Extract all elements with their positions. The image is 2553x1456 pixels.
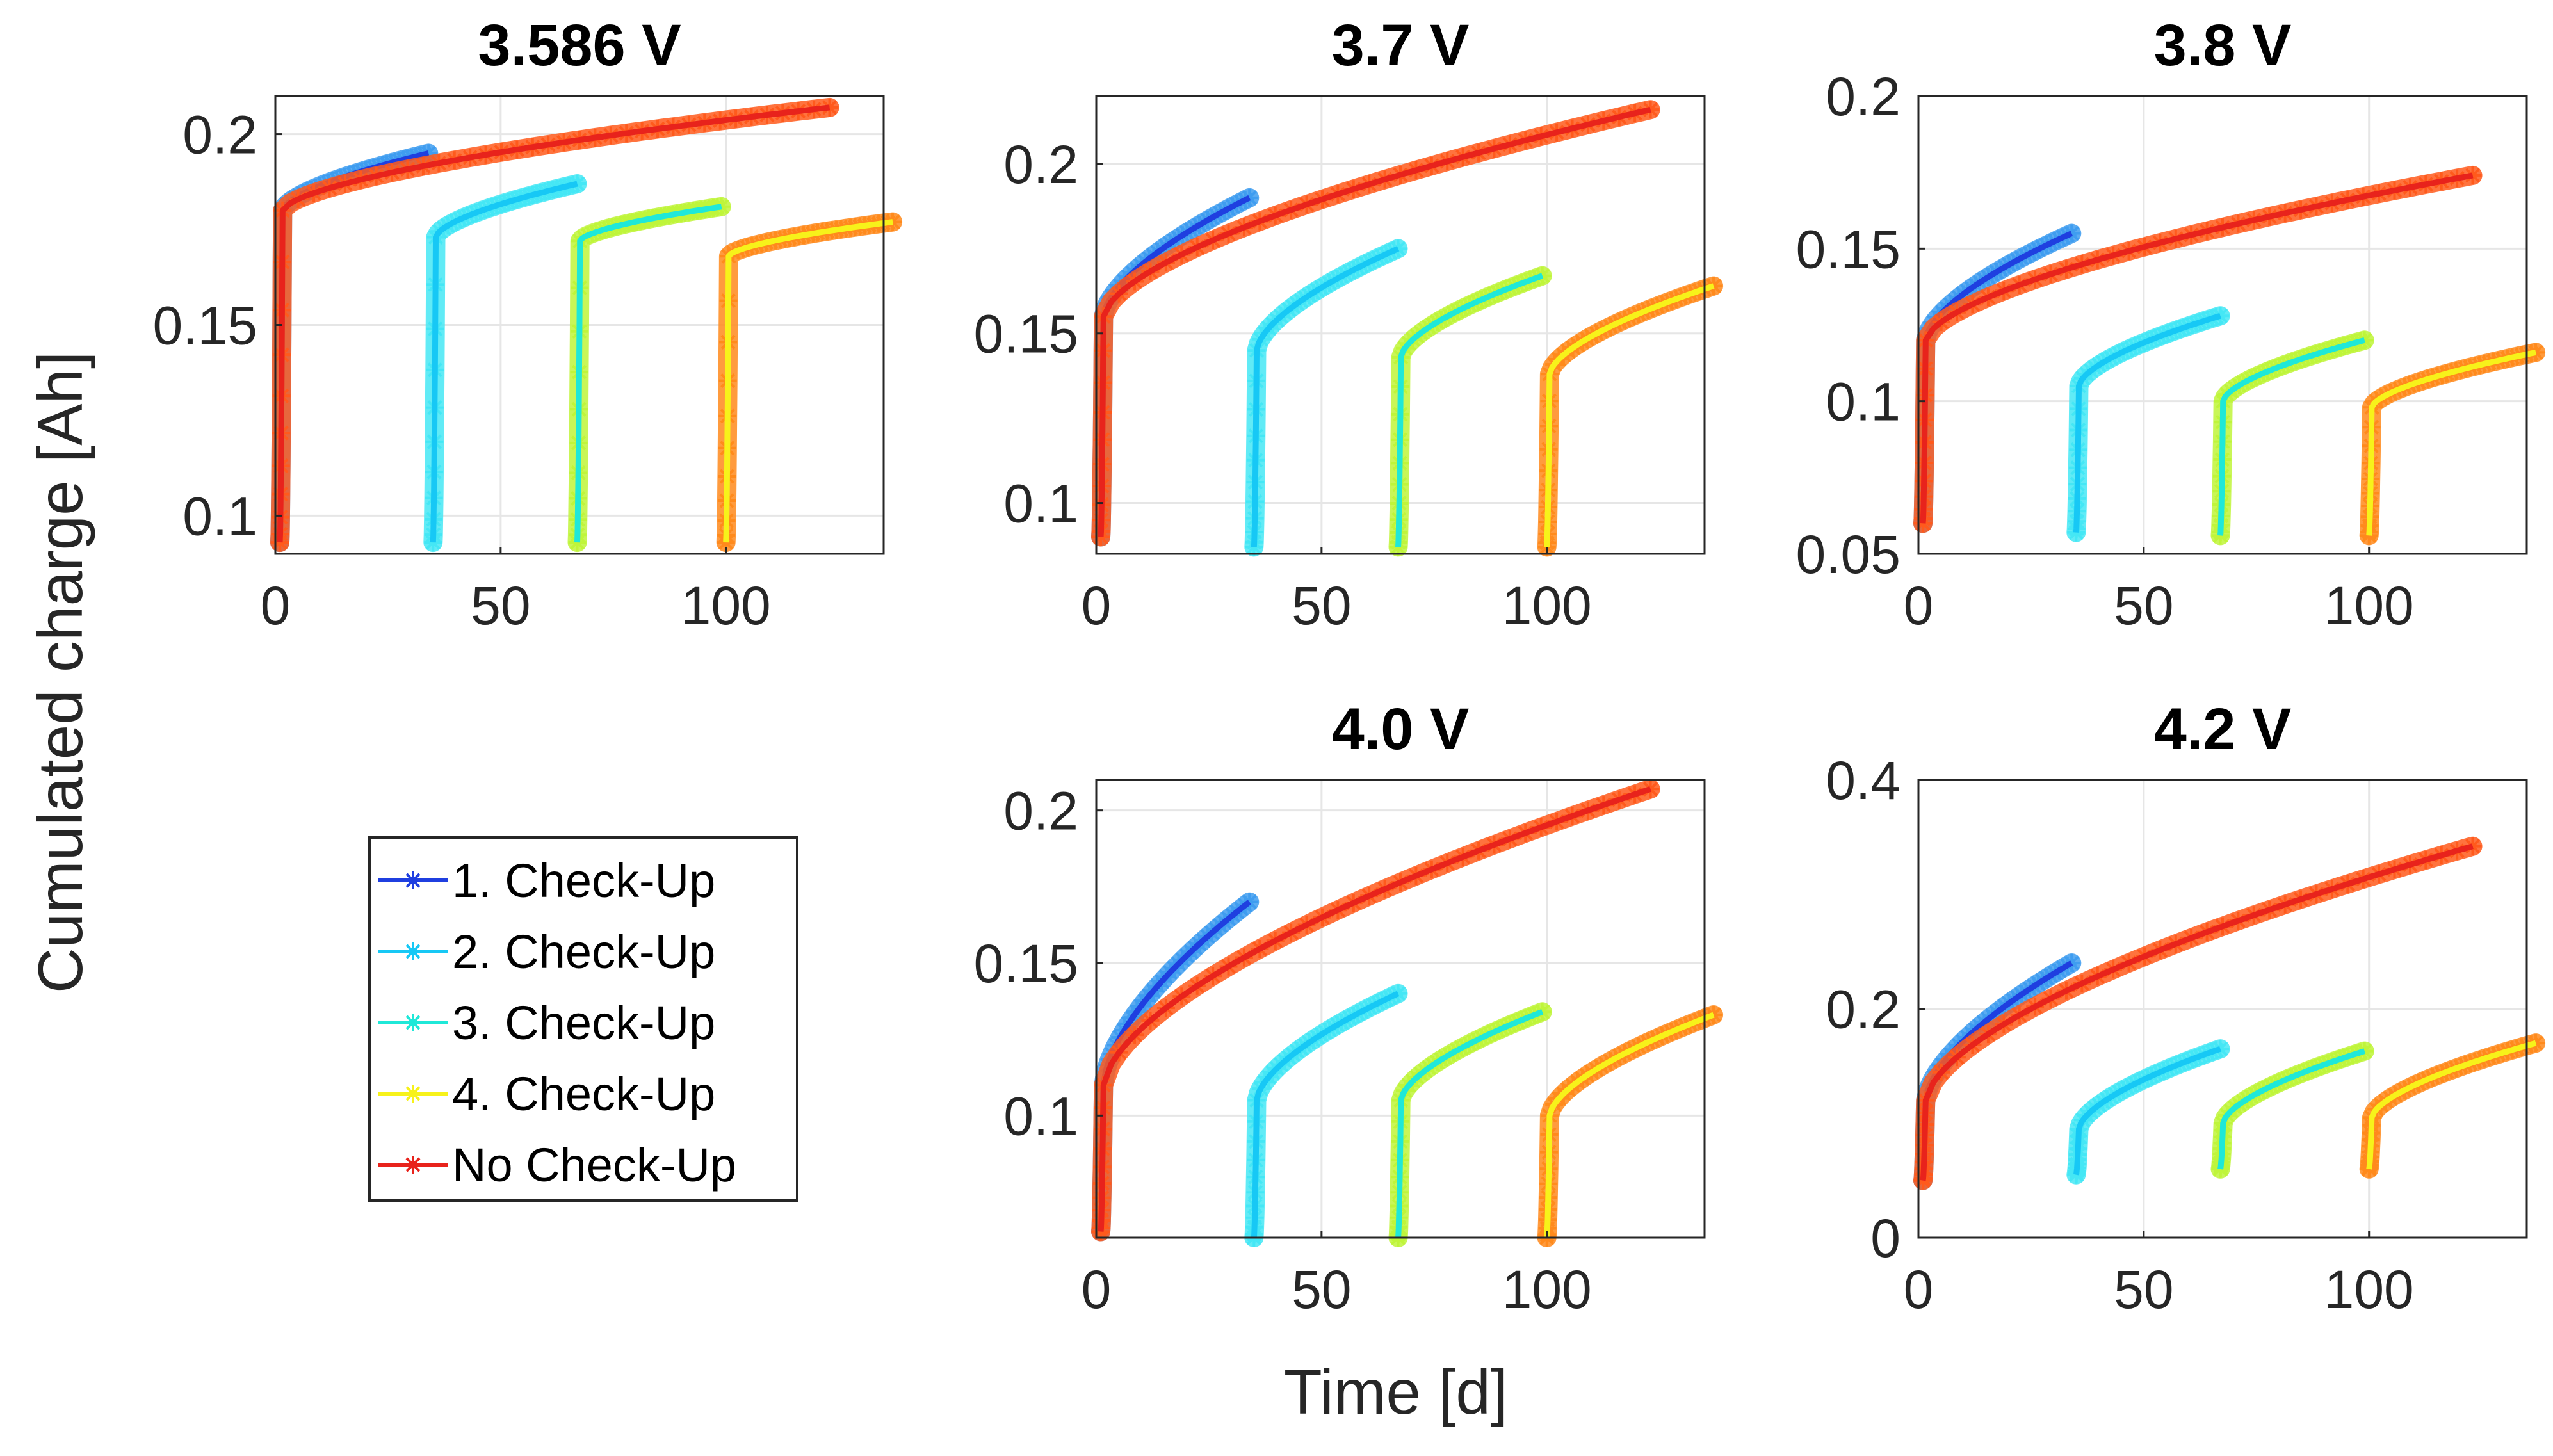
legend-entry-no-check-up: No Check-Up bbox=[378, 1138, 736, 1192]
series-group bbox=[1091, 779, 1724, 1247]
y-tick-label: 0.2 bbox=[1826, 67, 1901, 127]
panel-3-586-v: 0 50 100 0.1 0.15 0.2 3.586 V bbox=[153, 13, 903, 636]
y-axis-label: Cumulated charge [Ah] bbox=[25, 352, 95, 993]
axes-box bbox=[1095, 779, 1706, 1239]
series-line-3-check-up bbox=[1395, 1009, 1544, 1238]
series-line-3-check-up bbox=[1395, 273, 1544, 547]
legend-entry-1-check-up: 1. Check-Up bbox=[378, 854, 715, 907]
panel-title: 4.2 V bbox=[2154, 697, 2292, 762]
legend-label: 3. Check-Up bbox=[452, 996, 715, 1049]
y-tick-label: 0.2 bbox=[1826, 980, 1901, 1040]
legend: 1. Check-Up 2. Check-Up 3. Check-Up 4. Chec… bbox=[368, 836, 798, 1202]
x-tick-label: 50 bbox=[2114, 1259, 2173, 1320]
panel-title: 4.0 V bbox=[1332, 697, 1470, 762]
legend-label: 2. Check-Up bbox=[452, 925, 715, 978]
legend-entry-4-check-up: 4. Check-Up bbox=[378, 1067, 715, 1120]
y-tick-label: 0.2 bbox=[1003, 134, 1078, 195]
x-tick-label: 100 bbox=[1502, 576, 1592, 636]
y-tick-label: 0.15 bbox=[974, 304, 1079, 364]
legend-marker bbox=[404, 1014, 422, 1031]
x-tick-label: 50 bbox=[1292, 1259, 1351, 1320]
legend-box bbox=[368, 836, 798, 1202]
x-tick-label: 100 bbox=[1502, 1259, 1592, 1320]
x-tick-label: 0 bbox=[261, 576, 291, 636]
legend-marker bbox=[404, 1156, 422, 1174]
series-line-4-check-up bbox=[1544, 283, 1715, 547]
x-tick-label: 50 bbox=[2114, 576, 2173, 636]
series-line-4-check-up bbox=[1544, 1012, 1715, 1238]
y-tick-label: 0.1 bbox=[1826, 372, 1901, 432]
series-line-3-check-up bbox=[2217, 337, 2365, 536]
series-line-2-check-up bbox=[430, 181, 578, 543]
legend-entry-3-check-up: 3. Check-Up bbox=[378, 996, 715, 1049]
series-line-3-check-up bbox=[574, 204, 722, 543]
series-line-no-check-up bbox=[1920, 843, 2474, 1181]
x-tick-label: 50 bbox=[471, 576, 530, 636]
panel-title: 3.7 V bbox=[1332, 13, 1470, 78]
series-line-2-check-up bbox=[2073, 312, 2221, 533]
legend-label: 4. Check-Up bbox=[452, 1067, 715, 1120]
series-group bbox=[1091, 100, 1724, 557]
x-axis-label: Time [d] bbox=[1284, 1357, 1508, 1427]
legend-marker bbox=[404, 1085, 422, 1103]
series-line-2-check-up bbox=[2073, 1046, 2221, 1177]
panel-4-2-v: 0 50 100 0 0.2 0.4 4.2 V bbox=[1826, 697, 2546, 1320]
series-line-2-check-up bbox=[1251, 991, 1400, 1238]
y-tick-label: 0.1 bbox=[1003, 1086, 1078, 1146]
y-tick-label: 0.2 bbox=[182, 105, 257, 165]
y-tick-label: 0.1 bbox=[182, 486, 257, 546]
series-line-no-check-up bbox=[1098, 106, 1651, 537]
x-tick-label: 100 bbox=[681, 576, 771, 636]
y-tick-label: 0.15 bbox=[153, 296, 258, 356]
series-group bbox=[270, 97, 903, 553]
series-line-2-check-up bbox=[1251, 246, 1400, 547]
x-tick-label: 50 bbox=[1292, 576, 1351, 636]
legend-label: 1. Check-Up bbox=[452, 854, 715, 907]
y-tick-label: 0.05 bbox=[1796, 524, 1901, 585]
y-tick-label: 0 bbox=[1870, 1208, 1901, 1268]
axes-box bbox=[1917, 95, 2528, 555]
x-tick-label: 0 bbox=[1082, 576, 1112, 636]
legend-marker bbox=[404, 942, 422, 960]
legend-label: No Check-Up bbox=[452, 1138, 736, 1192]
panel-title: 3.8 V bbox=[2154, 13, 2292, 78]
panel-4-0-v: 0 50 100 0.1 0.15 0.2 4.0 V bbox=[974, 697, 1724, 1320]
x-tick-label: 0 bbox=[1904, 576, 1934, 636]
y-tick-label: 0.2 bbox=[1003, 781, 1078, 841]
axes-box bbox=[1095, 95, 1706, 555]
y-tick-label: 0.15 bbox=[974, 934, 1079, 994]
series-line-4-check-up bbox=[2366, 1040, 2537, 1171]
series-line-3-check-up bbox=[2217, 1048, 2366, 1171]
series-group bbox=[1913, 836, 2546, 1190]
series-line-4-check-up bbox=[723, 219, 893, 543]
series-line-no-check-up bbox=[277, 104, 831, 543]
y-tick-label: 0.15 bbox=[1796, 219, 1901, 279]
legend-entry-2-check-up: 2. Check-Up bbox=[378, 925, 715, 978]
series-line-no-check-up bbox=[1920, 172, 2474, 524]
x-tick-label: 100 bbox=[2324, 1259, 2414, 1320]
x-tick-label: 0 bbox=[1082, 1259, 1112, 1320]
y-tick-label: 0.1 bbox=[1003, 474, 1078, 534]
y-tick-label: 0.4 bbox=[1826, 750, 1901, 811]
x-tick-label: 100 bbox=[2324, 576, 2414, 636]
x-tick-label: 0 bbox=[1904, 1259, 1934, 1320]
series-line-4-check-up bbox=[2366, 350, 2537, 536]
panels: 0 50 100 0.1 0.15 0.2 3.586 V 0 50 100 0.1 0.15 0.2 3… bbox=[153, 13, 2546, 1320]
legend-marker bbox=[404, 871, 422, 889]
panel-title: 3.586 V bbox=[478, 13, 681, 78]
panel-3-7-v: 0 50 100 0.1 0.15 0.2 3.7 V bbox=[974, 13, 1724, 636]
panel-3-8-v: 0 50 100 0.05 0.1 0.15 0.2 3.8 V bbox=[1796, 13, 2546, 636]
series-line-no-check-up bbox=[1098, 786, 1652, 1232]
series-group bbox=[1913, 165, 2546, 546]
